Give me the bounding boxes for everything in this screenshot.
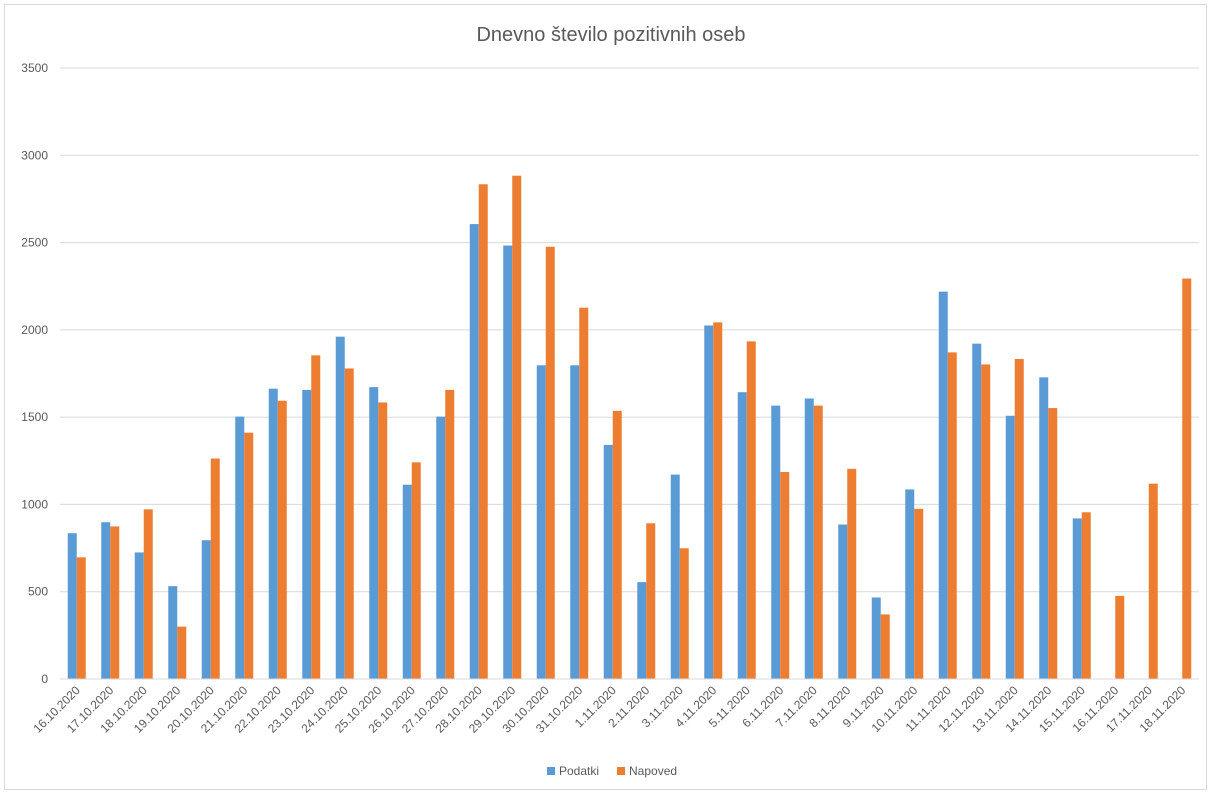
bar-napoved-20.10.2020 <box>210 458 220 679</box>
bar-podatki-17.10.2020 <box>101 522 111 679</box>
bar-podatki-28.10.2020 <box>469 224 479 679</box>
bar-napoved-3.11.2020 <box>679 548 689 679</box>
legend-label-podatki: Podatki <box>559 764 599 778</box>
y-tick-label: 1000 <box>21 497 48 511</box>
legend-swatch-podatki <box>547 767 555 775</box>
bar-podatki-22.10.2020 <box>268 388 278 679</box>
bar-napoved-1.11.2020 <box>612 410 622 679</box>
bar-napoved-23.10.2020 <box>311 355 321 679</box>
bar-napoved-4.11.2020 <box>713 322 723 679</box>
y-tick-label: 2500 <box>21 236 48 250</box>
bar-podatki-9.11.2020 <box>871 597 881 679</box>
y-tick-label: 2000 <box>21 323 48 337</box>
bar-napoved-7.11.2020 <box>813 405 823 679</box>
bar-podatki-29.10.2020 <box>503 245 513 680</box>
legend-label-napoved: Napoved <box>629 764 677 778</box>
bar-napoved-27.10.2020 <box>445 389 455 679</box>
bar-podatki-3.11.2020 <box>670 474 680 679</box>
y-tick-label: 500 <box>28 585 48 599</box>
y-tick-label: 3000 <box>21 148 48 162</box>
bar-podatki-16.10.2020 <box>67 533 77 679</box>
bar-podatki-31.10.2020 <box>570 365 580 679</box>
bar-napoved-9.11.2020 <box>880 614 890 679</box>
bar-podatki-20.10.2020 <box>201 540 211 679</box>
bar-podatki-5.11.2020 <box>737 392 747 679</box>
legend-swatch-napoved <box>617 767 625 775</box>
bar-napoved-11.11.2020 <box>947 352 957 679</box>
bar-podatki-2.11.2020 <box>637 582 647 679</box>
bar-napoved-16.11.2020 <box>1115 595 1125 679</box>
bar-napoved-14.11.2020 <box>1048 408 1058 679</box>
bar-napoved-28.10.2020 <box>478 184 488 679</box>
bar-podatki-14.11.2020 <box>1039 377 1049 679</box>
bar-napoved-15.11.2020 <box>1081 512 1091 679</box>
bar-napoved-24.10.2020 <box>344 368 354 679</box>
bar-napoved-12.11.2020 <box>981 364 991 679</box>
y-tick-label: 3500 <box>21 61 48 75</box>
bar-napoved-26.10.2020 <box>411 462 421 679</box>
bar-podatki-23.10.2020 <box>302 389 312 679</box>
bar-napoved-8.11.2020 <box>847 468 857 679</box>
bar-napoved-31.10.2020 <box>579 307 589 679</box>
gridlines <box>60 67 1199 593</box>
bar-napoved-10.11.2020 <box>914 508 924 679</box>
bar-napoved-22.10.2020 <box>277 400 287 679</box>
bar-podatki-8.11.2020 <box>838 524 848 679</box>
bar-napoved-30.10.2020 <box>545 246 555 679</box>
bar-napoved-18.11.2020 <box>1182 278 1192 679</box>
bar-podatki-4.11.2020 <box>704 325 714 679</box>
bar-podatki-24.10.2020 <box>335 336 345 679</box>
bar-napoved-13.11.2020 <box>1014 359 1024 679</box>
bar-podatki-25.10.2020 <box>369 387 379 679</box>
bar-podatki-19.10.2020 <box>168 586 178 679</box>
y-tick-label: 0 <box>41 672 48 686</box>
bar-podatki-27.10.2020 <box>436 416 446 679</box>
bar-podatki-1.11.2020 <box>603 444 613 679</box>
bar-podatki-7.11.2020 <box>804 398 814 679</box>
bar-podatki-11.11.2020 <box>938 291 948 679</box>
bar-napoved-25.10.2020 <box>378 402 388 679</box>
bar-napoved-16.10.2020 <box>76 557 86 679</box>
chart-title: Dnevno število pozitivnih oseb <box>476 24 745 46</box>
bar-napoved-17.10.2020 <box>110 526 120 679</box>
bar-napoved-17.11.2020 <box>1148 483 1158 679</box>
bar-podatki-26.10.2020 <box>402 484 412 679</box>
bar-napoved-2.11.2020 <box>646 523 656 679</box>
y-tick-label: 1500 <box>21 410 48 424</box>
bar-podatki-21.10.2020 <box>235 416 245 679</box>
bar-podatki-10.11.2020 <box>905 489 915 679</box>
bar-podatki-6.11.2020 <box>771 405 781 679</box>
bar-podatki-30.10.2020 <box>536 365 546 679</box>
bar-napoved-18.10.2020 <box>143 509 153 679</box>
legend: Podatki Napoved <box>547 764 677 778</box>
bar-napoved-29.10.2020 <box>512 175 522 679</box>
y-axis-ticks: 0 500 1000 1500 2000 2500 3000 3500 <box>21 61 48 686</box>
bar-napoved-19.10.2020 <box>177 626 187 679</box>
bar-napoved-6.11.2020 <box>780 471 790 679</box>
bar-napoved-21.10.2020 <box>244 432 254 679</box>
bar-napoved-5.11.2020 <box>746 341 756 679</box>
bar-podatki-13.11.2020 <box>1005 415 1015 679</box>
bar-podatki-15.11.2020 <box>1072 518 1082 679</box>
bar-podatki-18.10.2020 <box>134 552 144 679</box>
x-axis-ticks: 16.10.202017.10.202018.10.202019.10.2020… <box>31 683 1189 736</box>
bars <box>67 175 1192 680</box>
bar-podatki-12.11.2020 <box>972 343 982 679</box>
